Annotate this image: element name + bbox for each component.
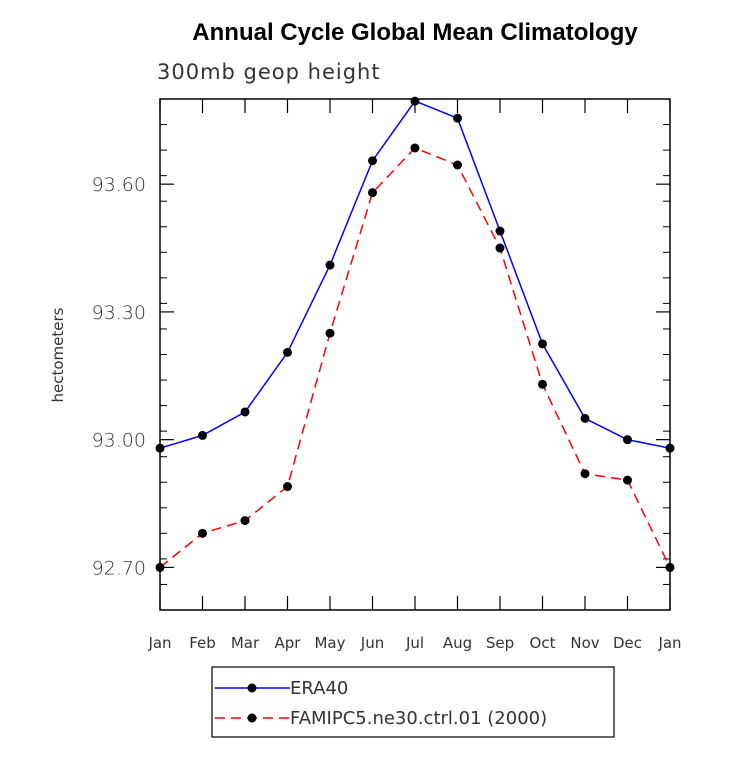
y-tick-labels: 92.70 93.00 93.30 93.60 bbox=[92, 174, 146, 579]
legend-label-famipc5: FAMIPC5.ne30.ctrl.01 (2000) bbox=[290, 708, 547, 729]
series-point-1 bbox=[410, 143, 420, 153]
x-tick-label: Aug bbox=[443, 634, 472, 652]
series-line-1 bbox=[159, 147, 671, 568]
legend-label-era40: ERA40 bbox=[290, 678, 348, 699]
y-tick-label: 93.60 bbox=[92, 174, 146, 196]
series-point-0 bbox=[665, 443, 675, 453]
chart-subtitle: 300mb geop height bbox=[157, 60, 381, 84]
y-tick-label: 93.00 bbox=[92, 430, 146, 452]
series-point-1 bbox=[623, 475, 632, 485]
series-point-0 bbox=[198, 430, 207, 440]
x-tick-label: Nov bbox=[570, 634, 599, 652]
series-point-1 bbox=[240, 516, 250, 526]
x-tick-label: Oct bbox=[530, 634, 556, 652]
x-tick-label: Sep bbox=[486, 634, 514, 652]
x-tick-label: Jul bbox=[405, 634, 424, 652]
series-point-0 bbox=[623, 435, 632, 445]
series-point-1 bbox=[538, 379, 547, 389]
series-point-0 bbox=[283, 347, 292, 357]
x-tick-label: Jan bbox=[657, 634, 681, 652]
legend: ERA40 FAMIPC5.ne30.ctrl.01 (2000) bbox=[211, 666, 615, 738]
y-tick-label: 93.30 bbox=[92, 302, 146, 324]
series-point-1 bbox=[453, 160, 462, 170]
legend-marker-era40 bbox=[247, 683, 257, 693]
x-tick-label: Jan bbox=[147, 634, 171, 652]
legend-box bbox=[211, 666, 615, 738]
x-tick-label: Dec bbox=[613, 634, 642, 652]
series-point-1 bbox=[325, 328, 335, 338]
x-tick-label: Apr bbox=[275, 634, 302, 652]
series-point-0 bbox=[580, 413, 590, 423]
x-tick-label: Mar bbox=[231, 634, 260, 652]
axis-ticks bbox=[159, 99, 671, 610]
series-point-1 bbox=[368, 188, 377, 198]
series-point-0 bbox=[240, 407, 250, 417]
series-line-0 bbox=[159, 100, 671, 449]
series-point-1 bbox=[283, 482, 292, 492]
series-point-0 bbox=[538, 339, 547, 349]
series-point-1 bbox=[495, 243, 505, 253]
series-point-1 bbox=[155, 562, 165, 572]
x-tick-label: Feb bbox=[189, 634, 216, 652]
series-point-0 bbox=[410, 96, 420, 106]
series-point-1 bbox=[665, 562, 675, 572]
x-tick-labels: Jan Feb Mar Apr May Jun Jul Aug Sep Oct Nov Dec Jan bbox=[147, 634, 681, 652]
legend-marker-famipc5 bbox=[247, 713, 257, 723]
series-point-0 bbox=[368, 156, 377, 166]
series-point-1 bbox=[580, 469, 590, 479]
series-point-0 bbox=[325, 260, 335, 270]
series-point-0 bbox=[453, 113, 462, 123]
x-tick-label: Jun bbox=[360, 634, 384, 652]
x-tick-label: May bbox=[314, 634, 345, 652]
series-point-0 bbox=[155, 443, 165, 453]
series-layer bbox=[155, 96, 675, 572]
series-point-0 bbox=[495, 226, 505, 236]
plot-frame bbox=[159, 98, 671, 611]
y-tick-label: 92.70 bbox=[92, 557, 146, 579]
series-point-1 bbox=[198, 528, 207, 538]
chart-title: Annual Cycle Global Mean Climatology bbox=[192, 19, 638, 46]
y-axis-label: hectometers bbox=[49, 307, 67, 402]
